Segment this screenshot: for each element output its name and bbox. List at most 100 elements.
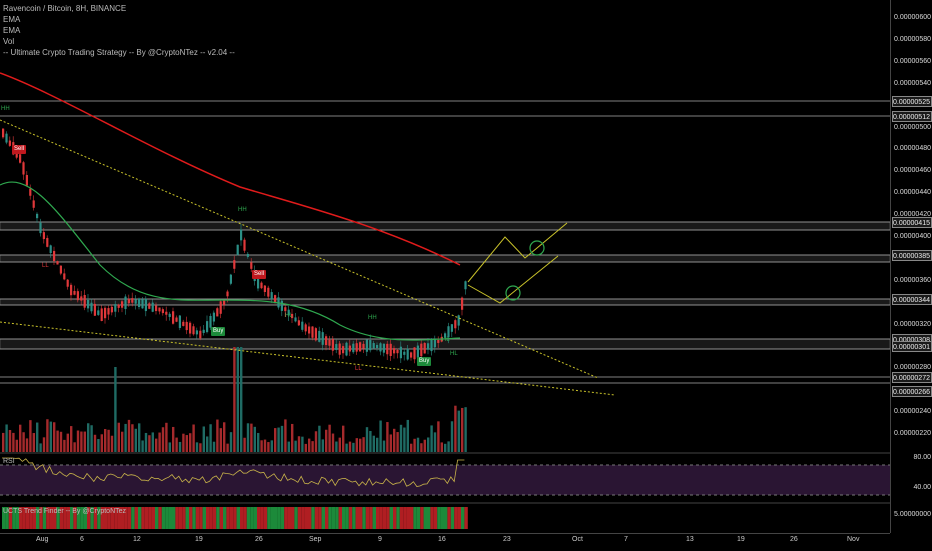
candle	[8, 140, 11, 146]
ucts-bar	[212, 507, 217, 529]
time-tick: Sep	[309, 536, 322, 543]
volume-bar	[355, 438, 358, 452]
ucts-bar	[430, 507, 434, 529]
price-tick: 0.00000480	[894, 145, 931, 153]
volume-bar	[416, 437, 420, 452]
ucts-bar	[423, 507, 427, 529]
volume-bar	[15, 439, 18, 452]
candle	[345, 342, 348, 356]
volume-bar	[32, 433, 35, 452]
indicator-tick: 40.00	[913, 484, 931, 491]
upper-trendline	[0, 119, 599, 379]
candle	[274, 295, 277, 303]
volume-indicator[interactable]: Vol	[3, 37, 15, 46]
ucts-bar	[22, 507, 26, 529]
candle	[270, 292, 273, 300]
candle	[413, 347, 416, 360]
ucts-bar	[291, 507, 295, 529]
time-tick: 12	[133, 536, 141, 543]
candle	[450, 324, 453, 332]
ucts-bar	[420, 507, 424, 529]
ema-indicator-2[interactable]: EMA	[3, 26, 21, 35]
volume-bar	[382, 440, 386, 452]
candle	[49, 245, 52, 254]
volume-bar	[107, 429, 110, 452]
candles	[2, 128, 467, 364]
volume-bar	[280, 425, 284, 452]
ucts-bar	[331, 507, 336, 529]
volume-bar	[420, 443, 423, 452]
candle	[260, 282, 263, 289]
ucts-bar	[15, 507, 19, 529]
volume-bar	[427, 437, 430, 452]
ucts-bar	[450, 507, 455, 529]
price-level-tag: 0.00000266	[892, 386, 932, 397]
ucts-bar	[287, 507, 291, 529]
ucts-bar	[107, 507, 111, 529]
ucts-bar	[297, 507, 302, 529]
candle	[257, 275, 260, 289]
candle	[365, 339, 368, 352]
volume-bar	[314, 431, 318, 452]
ucts-bar	[389, 507, 393, 529]
volume-bar	[138, 423, 141, 452]
volume-bar	[53, 422, 56, 452]
volume-bar	[25, 438, 29, 452]
volume-bar	[76, 430, 80, 452]
ucts-bar	[25, 507, 30, 529]
candle	[124, 296, 127, 310]
candle	[318, 330, 321, 342]
volume-bar	[291, 423, 294, 452]
ucts-bar	[277, 507, 281, 529]
ucts-bar	[131, 507, 135, 529]
candle	[386, 343, 389, 355]
candle	[396, 350, 399, 354]
ucts-bar	[110, 507, 115, 529]
volume-bar	[250, 423, 253, 452]
volume-bar	[158, 432, 161, 452]
ucts-bar	[53, 507, 57, 529]
candle	[138, 298, 141, 308]
main-chart-svg[interactable]	[0, 0, 891, 533]
ucts-bar	[8, 507, 13, 529]
ucts-bar	[206, 507, 210, 529]
candle	[294, 317, 297, 322]
candle	[369, 340, 372, 351]
ucts-bar	[274, 507, 278, 529]
chart-area[interactable]: Ravencoin / Bitcoin, 8H, BINANCE EMA EMA…	[0, 0, 891, 533]
ucts-bar	[93, 507, 98, 529]
candle	[246, 253, 249, 257]
candle	[382, 343, 385, 353]
candle	[107, 308, 110, 315]
ucts-bar	[209, 507, 213, 529]
candle	[59, 265, 62, 274]
candle	[314, 328, 317, 341]
volume-bar	[410, 443, 413, 452]
ema-indicator-1[interactable]: EMA	[3, 15, 21, 24]
price-level-tag: 0.00000415	[892, 217, 932, 228]
volume-bar	[379, 420, 382, 452]
candle	[287, 309, 290, 316]
rsi-label[interactable]: RSI	[3, 458, 15, 465]
candle	[63, 273, 66, 280]
ucts-label[interactable]: UCTS Trend Finder -- By @CryptoNTez	[3, 508, 127, 515]
price-scale[interactable]: 0.00000600 0.00000580 0.00000560 0.00000540…	[890, 0, 932, 533]
symbol-title[interactable]: Ravencoin / Bitcoin, 8H, BINANCE	[3, 4, 127, 13]
volume-bar	[131, 424, 134, 452]
ucts-bar	[308, 507, 312, 529]
volume-bar	[63, 439, 66, 452]
ucts-bar	[155, 507, 159, 529]
volume-bar	[8, 429, 12, 452]
ucts-bar	[127, 507, 132, 529]
candle	[379, 343, 382, 352]
candle	[185, 321, 188, 331]
ucts-trend-bars	[2, 507, 468, 529]
volume-bar	[365, 427, 369, 452]
time-scale[interactable]	[0, 533, 890, 551]
ucts-bar	[148, 507, 152, 529]
candle	[155, 305, 158, 312]
volume-bar	[246, 423, 250, 452]
strategy-indicator[interactable]: -- Ultimate Crypto Trading Strategy -- B…	[3, 48, 235, 57]
volume-bar	[134, 428, 137, 452]
price-level-tag: 0.00000525	[892, 96, 932, 107]
